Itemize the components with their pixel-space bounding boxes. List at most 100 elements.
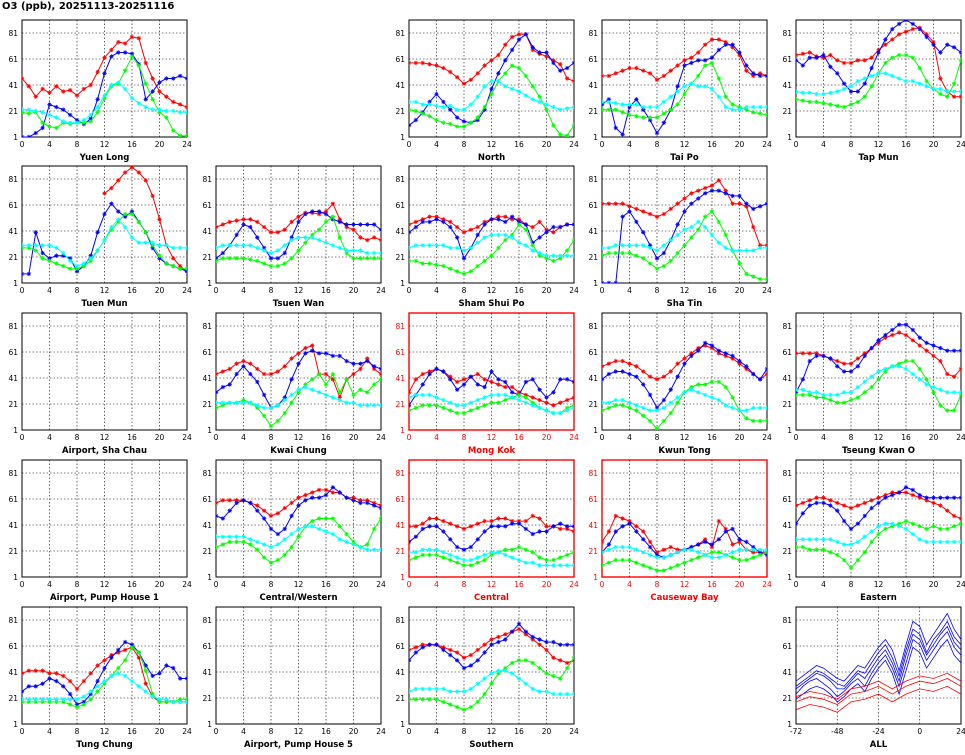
data-point-red xyxy=(289,500,294,506)
data-point-blue xyxy=(841,369,847,374)
data-point-red xyxy=(88,671,93,676)
data-point-red xyxy=(903,29,909,34)
data-point-cyan xyxy=(869,374,874,379)
x-tick-label: 16 xyxy=(127,433,137,442)
data-point-red xyxy=(434,63,439,68)
data-point-blue xyxy=(489,524,494,529)
data-point-red xyxy=(461,655,467,660)
data-point-red xyxy=(737,361,742,366)
data-point-cyan xyxy=(523,681,529,686)
data-point-green xyxy=(602,563,605,568)
data-point-green xyxy=(143,230,148,235)
data-point-cyan xyxy=(862,76,867,81)
y-tick-label: 81 xyxy=(202,175,212,184)
data-point-green xyxy=(337,390,342,395)
data-point-blue xyxy=(551,224,556,230)
data-point-green xyxy=(821,395,826,400)
x-tick-label: 20 xyxy=(349,286,359,295)
data-point-green xyxy=(751,555,756,560)
data-point-cyan xyxy=(558,691,563,697)
data-point-green xyxy=(282,261,287,266)
data-point-blue xyxy=(654,130,660,136)
data-point-cyan xyxy=(171,108,176,114)
data-point-cyan xyxy=(116,80,121,85)
data-point-blue xyxy=(22,134,25,137)
data-point-blue xyxy=(951,495,957,500)
y-tick-label: 81 xyxy=(202,469,212,478)
data-point-red xyxy=(890,490,895,495)
data-point-cyan xyxy=(503,84,508,89)
data-point-red xyxy=(289,219,294,225)
data-point-red xyxy=(682,356,687,361)
data-point-cyan xyxy=(241,243,246,248)
data-point-green xyxy=(841,400,847,405)
data-point-cyan xyxy=(248,400,253,405)
data-point-cyan xyxy=(938,86,943,92)
y-tick-label: 61 xyxy=(8,495,18,504)
data-point-blue xyxy=(620,524,625,529)
data-point-cyan xyxy=(509,555,515,560)
data-point-red xyxy=(744,366,749,372)
data-point-green xyxy=(883,369,888,374)
data-point-cyan xyxy=(903,366,909,372)
plot-frame xyxy=(21,312,188,431)
data-point-red xyxy=(261,371,267,377)
data-point-cyan xyxy=(869,529,874,534)
x-tick-label: 8 xyxy=(269,580,274,589)
x-tick-label: -72 xyxy=(790,727,802,736)
data-point-cyan xyxy=(730,550,735,555)
data-point-cyan xyxy=(696,84,701,89)
data-point-cyan xyxy=(420,686,425,692)
data-point-blue xyxy=(800,63,806,68)
x-tick-label: 20 xyxy=(929,433,939,442)
data-point-blue xyxy=(654,256,660,261)
data-point-blue xyxy=(938,495,943,500)
data-point-blue xyxy=(544,395,549,400)
data-point-cyan xyxy=(814,91,819,97)
data-point-cyan xyxy=(509,671,515,676)
data-point-red xyxy=(668,544,673,550)
data-point-blue xyxy=(516,621,522,627)
data-point-green xyxy=(709,550,715,555)
data-point-green xyxy=(931,390,936,395)
data-point-red xyxy=(296,214,301,219)
data-point-green xyxy=(177,133,183,137)
y-tick-label: 1 xyxy=(400,573,405,582)
y-tick-label: 21 xyxy=(202,400,212,409)
series-line-red xyxy=(796,678,961,705)
data-point-red xyxy=(890,37,895,42)
data-point-blue xyxy=(730,353,735,359)
data-point-blue xyxy=(461,665,467,671)
x-tick-label: 20 xyxy=(349,727,359,736)
data-point-green xyxy=(461,563,467,568)
data-point-cyan xyxy=(116,217,121,222)
y-tick-label: 1 xyxy=(207,573,212,582)
series-group xyxy=(796,485,961,571)
data-point-green xyxy=(516,392,522,398)
data-point-red xyxy=(468,77,474,82)
data-point-green xyxy=(461,271,467,277)
data-point-green xyxy=(150,691,155,697)
data-point-blue xyxy=(88,116,93,121)
data-point-red xyxy=(413,645,419,650)
data-point-cyan xyxy=(47,112,52,118)
data-point-blue xyxy=(530,531,535,537)
data-point-blue xyxy=(88,253,93,258)
data-point-blue xyxy=(427,219,432,225)
data-point-blue xyxy=(558,642,563,647)
data-point-green xyxy=(427,552,432,558)
data-point-cyan xyxy=(709,395,715,400)
data-point-cyan xyxy=(668,400,673,405)
data-point-red xyxy=(378,237,381,243)
data-point-cyan xyxy=(931,539,936,545)
data-point-green xyxy=(910,358,916,364)
data-point-red xyxy=(268,230,274,235)
data-point-green xyxy=(434,552,439,558)
data-point-red xyxy=(358,366,363,372)
data-point-green xyxy=(116,665,121,671)
data-point-cyan xyxy=(337,537,342,542)
x-tick-label: 16 xyxy=(321,580,331,589)
data-point-green xyxy=(461,707,467,712)
data-point-cyan xyxy=(537,405,542,411)
data-point-cyan xyxy=(468,557,474,563)
